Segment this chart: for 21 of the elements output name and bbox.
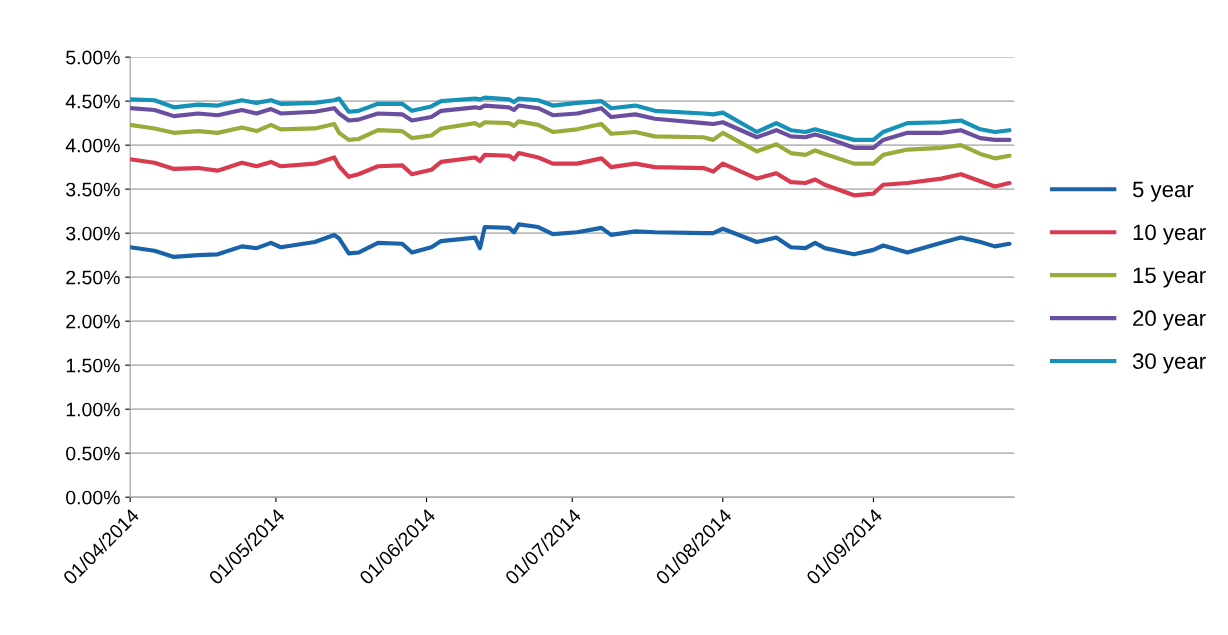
y-tick-label: 4.50% xyxy=(65,94,120,109)
legend-label: 5 year xyxy=(1132,181,1194,202)
legend-label: 15 year xyxy=(1133,267,1206,288)
y-tick-label: 0.50% xyxy=(66,446,120,461)
line-series xyxy=(130,222,1012,260)
line-series xyxy=(130,119,1012,166)
y-tick-label: 1.50% xyxy=(66,358,120,373)
y-tick-label: 5.00% xyxy=(66,50,120,65)
line-series xyxy=(130,150,1012,198)
y-tick-label: 1.00% xyxy=(66,402,120,417)
legend-label: 30 year xyxy=(1132,353,1206,374)
y-tick-label: 2.50% xyxy=(66,270,120,285)
legend-label: 10 year xyxy=(1133,224,1206,245)
line-series xyxy=(130,95,1012,142)
y-tick-label: 4.00% xyxy=(65,138,120,153)
legend-label: 20 year xyxy=(1133,310,1206,331)
y-tick-label: 3.00% xyxy=(66,226,120,241)
y-tick-label: 2.00% xyxy=(66,314,120,329)
line-series xyxy=(130,103,1012,150)
y-tick-label: 0.00% xyxy=(66,490,120,505)
y-tick-label: 3.50% xyxy=(66,182,120,197)
